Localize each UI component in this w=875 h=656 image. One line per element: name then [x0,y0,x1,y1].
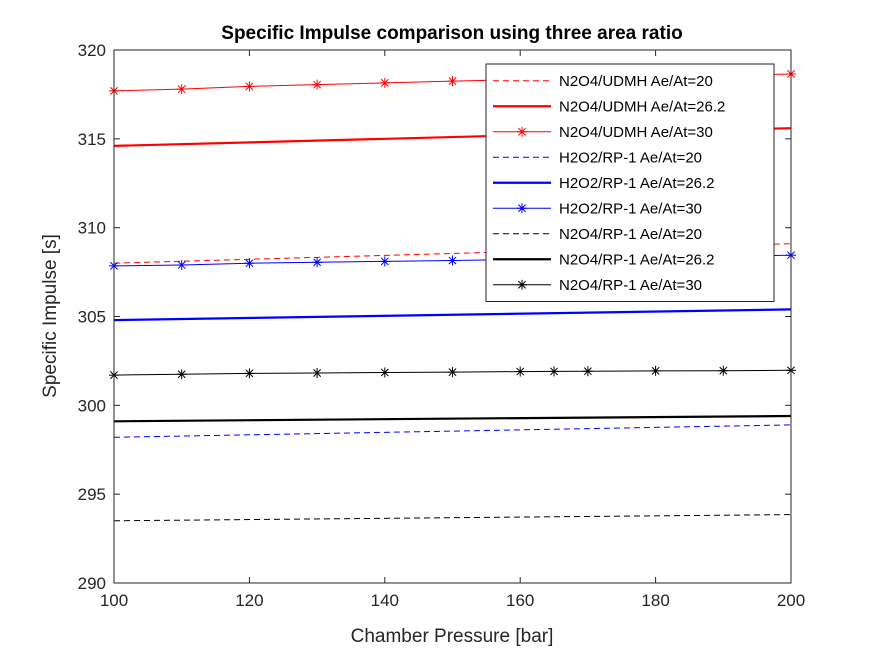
legend-label: N2O4/RP-1 Ae/At=30 [559,277,702,294]
x-axis-label: Chamber Pressure [bar] [351,626,554,647]
data-point [244,81,255,92]
legend-label: N2O4/UDMH Ae/At=20 [559,73,713,90]
data-point [379,77,390,88]
legend-label: H2O2/RP-1 Ae/At=30 [559,200,702,217]
y-tick-label: 320 [78,41,106,60]
legend-label: H2O2/RP-1 Ae/At=20 [559,149,702,166]
legend-label: N2O4/RP-1 Ae/At=26.2 [559,251,715,268]
legend-item-4: H2O2/RP-1 Ae/At=20 [493,149,702,166]
y-tick-label: 300 [78,396,106,415]
data-point [244,258,255,269]
legend-item-3: N2O4/UDMH Ae/At=30 [493,124,713,141]
series-line-7 [113,514,792,522]
y-tick-label: 315 [78,130,106,149]
series-line-5 [113,308,792,322]
legend-label: H2O2/RP-1 Ae/At=26.2 [559,175,715,192]
legend-item-2: N2O4/UDMH Ae/At=26.2 [493,98,725,115]
data-point [176,369,187,380]
data-point [447,367,458,378]
chart-title: Specific Impulse comparison using three … [221,23,682,44]
y-tick-label: 295 [78,485,106,504]
series-5 [113,308,792,322]
legend: N2O4/UDMH Ae/At=20 N2O4/UDMH Ae/At=26.2 N2… [485,63,775,302]
data-point [582,366,593,377]
legend-item-6: H2O2/RP-1 Ae/At=30 [493,200,702,217]
data-point [549,366,560,377]
data-point [312,79,323,90]
series-4 [113,424,792,438]
data-point [379,256,390,267]
data-point [718,365,729,376]
data-point [447,255,458,266]
legend-marker [517,279,527,290]
data-point [515,366,526,377]
axes-layer: 100 120 140 160 180 200 290 295 300 305 310 315 320 [78,41,806,610]
series-line-8 [113,414,792,423]
legend-label: N2O4/UDMH Ae/At=26.2 [559,98,725,115]
data-point [244,368,255,379]
legend-item-1: N2O4/UDMH Ae/At=20 [493,73,713,90]
legend-label: N2O4/UDMH Ae/At=30 [559,124,713,141]
x-tick-label: 100 [100,591,128,610]
legend-label: N2O4/RP-1 Ae/At=20 [559,226,702,243]
x-tick-label: 120 [235,591,263,610]
x-tick-label: 180 [641,591,669,610]
legend-item-7: N2O4/RP-1 Ae/At=20 [493,226,702,243]
y-tick-label: 305 [78,308,106,327]
data-point [379,367,390,378]
data-point [312,367,323,378]
y-tick-label: 290 [78,574,106,593]
data-point [312,257,323,268]
data-point [650,365,661,376]
x-tick-label: 140 [371,591,399,610]
series-line-4 [113,424,792,438]
data-point [176,84,187,95]
data-point [176,259,187,270]
x-tick-label: 200 [777,591,805,610]
legend-item-9: N2O4/RP-1 Ae/At=30 [493,277,702,294]
series-8 [113,414,792,423]
legend-marker [517,203,527,214]
legend-item-5: H2O2/RP-1 Ae/At=26.2 [493,175,715,192]
y-tick-label: 310 [78,219,106,238]
legend-item-8: N2O4/RP-1 Ae/At=26.2 [493,251,715,268]
series-9 [109,365,796,381]
series-7 [113,514,792,522]
series-line-9 [113,369,792,376]
series-layer [109,68,796,522]
y-axis-label: Specific Impulse [s] [40,234,61,398]
legend-marker [517,126,527,137]
x-tick-label: 160 [506,591,534,610]
data-point [447,76,458,87]
